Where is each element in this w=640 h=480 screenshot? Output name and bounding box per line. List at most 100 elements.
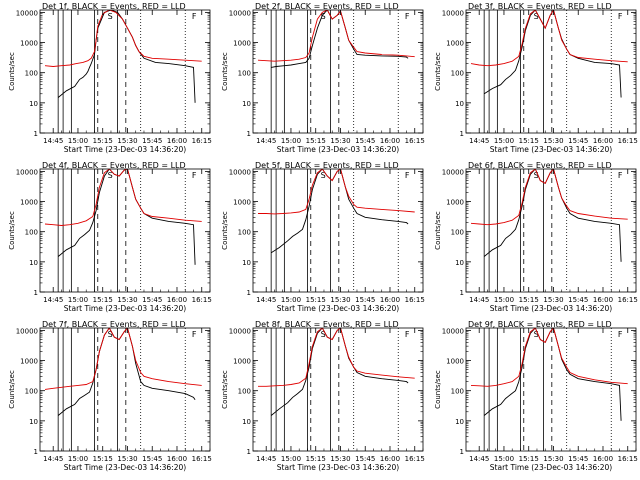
x-tick-label: 15:30 [330,137,350,145]
series-events [483,169,622,262]
plot-frame [465,168,637,293]
series-events [271,10,409,68]
x-tick-label: 14:45 [43,455,63,463]
y-tick-label: 10000 [16,9,38,17]
x-tick-label: 15:45 [355,137,375,145]
x-tick-label: 15:30 [330,296,350,304]
x-tick-label: 15:00 [281,296,301,304]
series-lld [257,10,415,62]
x-tick-label: 15:15 [93,296,113,304]
panel-title: Det 4f, BLACK = Events, RED = LLD [42,161,186,170]
y-tick-label: 10000 [229,168,251,176]
annotation-f: F [192,12,197,21]
x-tick-label: 16:15 [618,455,638,463]
y-tick-label: 1 [247,289,251,297]
y-axis-label: Counts/sec [8,370,16,409]
y-axis-label: Counts/sec [8,211,16,250]
x-tick-label: 14:45 [43,137,63,145]
x-tick-label: 15:15 [306,137,326,145]
x-tick-label: 15:15 [519,455,539,463]
plot-frame [39,168,211,293]
y-axis-label: Counts/sec [434,370,442,409]
x-tick-label: 15:45 [142,296,162,304]
plot-area [258,328,415,451]
x-tick-label: 16:00 [167,137,187,145]
y-axis-label: Counts/sec [434,52,442,91]
x-tick-label: 15:15 [306,296,326,304]
y-tick-label: 1 [34,130,38,138]
y-tick-label: 10 [242,100,251,108]
annotation-s: S [534,330,539,339]
plot-frame [252,9,424,134]
x-axis-label: Start Time (23-Dec-03 14:36:20) [277,304,399,313]
x-tick-label: 15:45 [568,455,588,463]
x-axis-label: Start Time (23-Dec-03 14:36:20) [490,463,612,472]
y-tick-label: 100 [25,388,38,396]
y-tick-label: 1 [460,289,464,297]
y-axis-label: Counts/sec [434,211,442,250]
y-axis-label: Counts/sec [221,52,229,91]
panel-title: Det 7f, BLACK = Events, RED = LLD [42,320,186,329]
y-tick-label: 10000 [229,327,251,335]
annotation-s: S [321,330,326,339]
x-tick-label: 15:00 [68,137,88,145]
x-tick-label: 16:00 [593,455,613,463]
plot-frame [465,9,637,134]
x-tick-label: 15:30 [543,455,563,463]
y-tick-label: 100 [238,229,251,237]
x-tick-label: 15:15 [519,296,539,304]
y-tick-label: 1000 [233,40,251,48]
x-tick-label: 16:00 [593,137,613,145]
y-tick-label: 100 [451,229,464,237]
y-tick-label: 1 [460,448,464,456]
series-events [483,10,622,98]
x-axis-label: Start Time (23-Dec-03 14:36:20) [490,145,612,154]
plot-frame [39,327,211,452]
x-tick-label: 16:00 [380,455,400,463]
plot-area [44,169,202,292]
x-tick-label: 15:15 [519,137,539,145]
x-axis-label: Start Time (23-Dec-03 14:36:20) [64,304,186,313]
x-tick-label: 15:00 [68,296,88,304]
x-tick-label: 14:45 [469,296,489,304]
y-tick-label: 10 [29,418,38,426]
y-tick-label: 10000 [442,327,464,335]
y-tick-label: 1 [460,130,464,138]
series-events [270,328,409,416]
y-axis-label: Counts/sec [221,211,229,250]
x-tick-label: 15:30 [543,296,563,304]
x-tick-label: 15:15 [306,455,326,463]
plot-area [470,10,628,133]
series-lld [44,328,202,390]
panel-title: Det 9f, BLACK = Events, RED = LLD [468,320,612,329]
x-tick-label: 16:15 [405,296,425,304]
y-tick-label: 1000 [446,358,464,366]
annotation-f: F [405,12,410,21]
x-axis-label: Start Time (23-Dec-03 14:36:20) [277,463,399,472]
series-lld [258,169,415,215]
x-axis-label: Start Time (23-Dec-03 14:36:20) [490,304,612,313]
plot-frame [39,9,211,134]
x-tick-label: 14:45 [256,137,276,145]
series-lld [44,169,202,226]
x-tick-label: 15:30 [117,296,137,304]
x-tick-label: 15:30 [117,137,137,145]
panel-title: Det 2f, BLACK = Events, RED = LLD [255,2,399,11]
x-tick-label: 16:15 [192,296,212,304]
y-tick-label: 10 [242,259,251,267]
y-tick-label: 1000 [20,199,38,207]
x-tick-label: 16:00 [167,455,187,463]
series-lld [258,328,415,387]
x-tick-label: 14:45 [43,296,63,304]
series-events [57,328,196,416]
x-tick-label: 15:45 [355,296,375,304]
y-tick-label: 100 [25,229,38,237]
y-tick-label: 10000 [16,327,38,335]
y-tick-label: 10000 [16,168,38,176]
x-tick-label: 15:45 [142,137,162,145]
annotation-s: S [534,171,539,180]
